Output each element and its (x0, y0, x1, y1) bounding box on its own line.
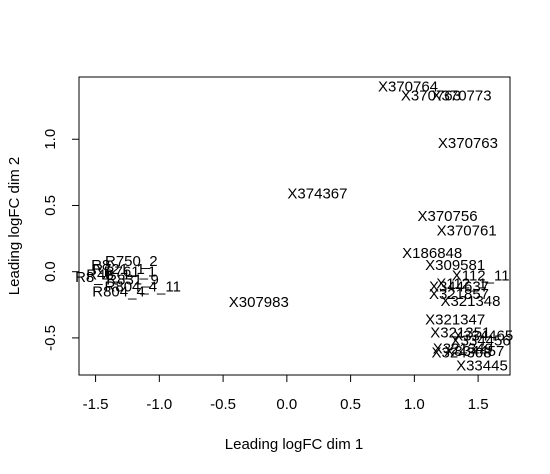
x-tick-label: 1.5 (468, 396, 489, 413)
point-label: X344637 (429, 278, 489, 295)
point-label: X370773 (432, 88, 492, 105)
point-label: X307983 (229, 294, 289, 311)
point-label: X186848 (402, 245, 462, 262)
y-tick-label: 0.5 (42, 195, 59, 216)
point-label: X370764 (378, 78, 438, 95)
point-label: X370763 (401, 88, 461, 105)
y-tick-label: 0.0 (42, 261, 59, 282)
point-label: X334465 (453, 327, 513, 344)
y-tick-label: -0.5 (42, 325, 59, 351)
x-tick-label: -1.5 (83, 396, 109, 413)
point-label: R804_4_11 (105, 278, 181, 295)
y-axis: -0.5 0.0 0.5 1.0 (42, 129, 80, 351)
point-label: R750_2 (105, 253, 158, 270)
point-label: X33445 (456, 358, 508, 375)
x-axis: -1.5 -1.0 -0.5 0.0 0.5 1.0 1.5 (83, 374, 489, 413)
point-label: R831_9 (106, 272, 159, 289)
point-labels: X370764X370773X370763X370763X374367X3707… (75, 78, 513, 374)
point-label: X324308 (432, 344, 492, 361)
point-label: X370763 (438, 135, 498, 152)
y-axis-title: Leading logFC dim 2 (6, 157, 23, 295)
point-label: X321351 (430, 325, 490, 342)
point-label: R48_1 (86, 266, 130, 283)
x-axis-title: Leading logFC dim 1 (225, 436, 363, 453)
point-label: X370756 (417, 208, 477, 225)
x-tick-label: -1.0 (146, 396, 172, 413)
point-label: X321857 (429, 286, 489, 303)
point-label: R8_4 (75, 269, 111, 286)
point-label: R761_1 (104, 264, 157, 281)
point-label: X370761 (437, 223, 497, 240)
point-label: X309581 (425, 257, 485, 274)
point-label: X321349 (433, 341, 493, 358)
x-tick-label: 0.5 (340, 396, 361, 413)
point-label: R804_4 (92, 284, 145, 301)
point-label: R8 (91, 257, 110, 274)
point-label: R721_1 (92, 261, 145, 278)
point-label: X374367 (287, 186, 347, 203)
point-label: X112_1 (436, 276, 487, 293)
point-label: X321347 (425, 311, 485, 328)
point-label: X334456 (451, 333, 511, 350)
x-tick-label: 1.0 (404, 396, 425, 413)
point-label: X334457 (444, 343, 504, 360)
point-label: X112_11 (452, 268, 510, 285)
y-tick-label: 1.0 (42, 129, 59, 150)
x-tick-label: 0.0 (276, 396, 297, 413)
x-tick-label: -0.5 (210, 396, 236, 413)
point-label: X321348 (440, 293, 500, 310)
